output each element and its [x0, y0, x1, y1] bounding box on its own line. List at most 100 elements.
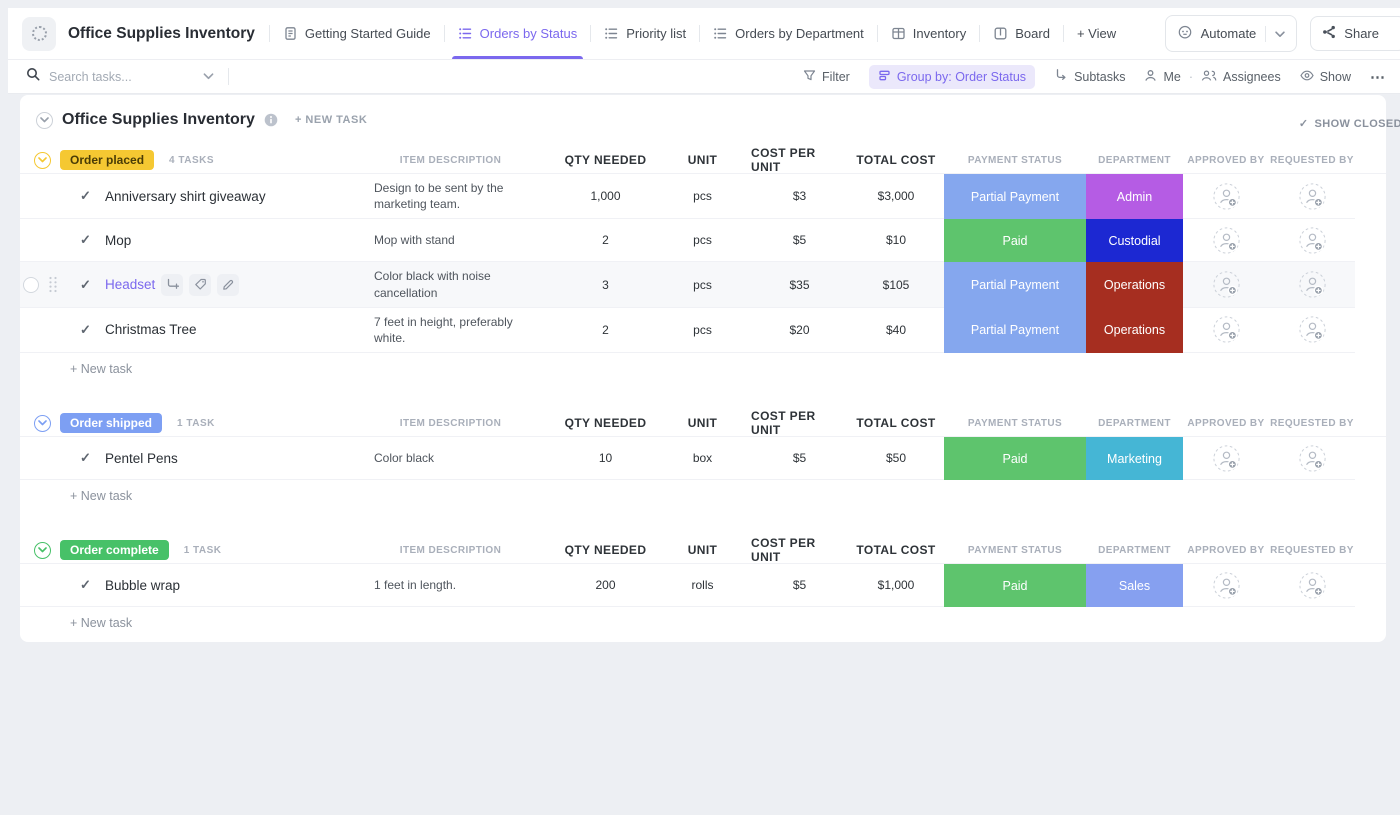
qty-needed-cell[interactable]: 3	[557, 262, 654, 308]
column-header-approved-by[interactable]: APPROVED BY	[1187, 417, 1265, 429]
task-status-check-icon[interactable]: ✓	[80, 321, 91, 337]
edit-pencil-icon[interactable]	[217, 273, 240, 296]
task-row-bubble-wrap[interactable]: ✓ Bubble wrap 1 feet in length. 200 rolls $5 $…	[20, 564, 1386, 608]
column-header-requested-by[interactable]: REQUESTED BY	[1270, 544, 1354, 556]
task-status-check-icon[interactable]: ✓	[80, 232, 91, 248]
task-row-pentel-pens[interactable]: ✓ Pentel Pens Color black 10 box $5 $50 Paid Mar…	[20, 437, 1386, 481]
unit-cell[interactable]: box	[654, 437, 751, 481]
cost-per-unit-cell[interactable]: $20	[751, 308, 848, 354]
qty-needed-cell[interactable]: 2	[557, 308, 654, 354]
add-assignee-icon[interactable]	[1298, 227, 1326, 254]
add-assignee-icon[interactable]	[1298, 271, 1326, 298]
column-header-qty-needed[interactable]: QTY NEEDED	[564, 153, 647, 167]
add-assignee-icon[interactable]	[1298, 445, 1326, 472]
task-name[interactable]: Christmas Tree	[105, 322, 197, 338]
tab-orders-by-status[interactable]: Orders by Status	[445, 8, 591, 59]
add-assignee-icon[interactable]	[1298, 572, 1326, 599]
task-row-mop[interactable]: ✓ Mop Mop with stand 2 pcs $5 $10 Paid Custodial	[20, 219, 1386, 263]
drag-handle-icon[interactable]	[48, 276, 58, 293]
task-name[interactable]: Anniversary shirt giveaway	[105, 188, 266, 204]
total-cost-cell[interactable]: $3,000	[848, 174, 944, 220]
column-header-cost-per-unit[interactable]: COST PER UNIT	[751, 409, 816, 438]
payment-status-cell[interactable]: Paid	[944, 219, 1086, 263]
department-cell[interactable]: Operations	[1086, 262, 1183, 308]
collapse-group-chevron-icon[interactable]	[34, 414, 51, 432]
add-assignee-icon[interactable]	[1212, 227, 1240, 254]
collapse-list-chevron-icon[interactable]	[36, 111, 53, 129]
unit-cell[interactable]: rolls	[654, 564, 751, 608]
task-description[interactable]: 7 feet in height, preferably white.	[344, 308, 557, 354]
column-header-cost-per-unit[interactable]: COST PER UNIT	[751, 146, 816, 174]
payment-status-cell[interactable]: Partial Payment	[944, 307, 1086, 354]
cost-per-unit-cell[interactable]: $5	[751, 219, 848, 263]
add-subtask-icon[interactable]	[161, 273, 184, 296]
payment-status-cell[interactable]: Partial Payment	[944, 174, 1086, 220]
column-header-payment-status[interactable]: PAYMENT STATUS	[967, 544, 1063, 556]
total-cost-cell[interactable]: $50	[848, 437, 944, 481]
column-header-total-cost[interactable]: TOTAL COST	[856, 543, 936, 558]
add-assignee-icon[interactable]	[1298, 316, 1326, 344]
cost-per-unit-cell[interactable]: $5	[751, 564, 848, 608]
department-cell[interactable]: Sales	[1086, 564, 1183, 608]
add-assignee-icon[interactable]	[1298, 183, 1326, 210]
search-chevron-down-icon[interactable]	[203, 73, 214, 80]
column-header-cost-per-unit[interactable]: COST PER UNIT	[751, 536, 816, 565]
more-options-button[interactable]: ⋯	[1370, 68, 1386, 86]
payment-status-cell[interactable]: Paid	[944, 437, 1086, 481]
task-status-check-icon[interactable]: ✓	[80, 577, 91, 593]
unit-cell[interactable]: pcs	[654, 308, 751, 354]
total-cost-cell[interactable]: $1,000	[848, 564, 944, 608]
payment-status-cell[interactable]: Partial Payment	[944, 262, 1086, 308]
task-select-radio[interactable]	[23, 276, 39, 293]
add-assignee-icon[interactable]	[1212, 445, 1240, 472]
task-row-headset[interactable]: ✓ Headset Color black with noise cancellat…	[20, 262, 1386, 308]
task-description[interactable]: 1 feet in length.	[344, 564, 557, 608]
department-cell[interactable]: Admin	[1086, 174, 1183, 220]
add-assignee-icon[interactable]	[1212, 316, 1240, 344]
total-cost-cell[interactable]: $40	[848, 308, 944, 354]
qty-needed-cell[interactable]: 2	[557, 219, 654, 263]
task-row-christmas-tree[interactable]: ✓ Christmas Tree 7 feet in height, prefera…	[20, 307, 1386, 354]
task-name[interactable]: Mop	[105, 232, 132, 248]
info-icon[interactable]	[264, 113, 278, 127]
show-closed-toggle[interactable]: ✓ SHOW CLOSED	[1299, 117, 1400, 131]
tab-inventory[interactable]: Inventory	[878, 8, 979, 59]
tab-board[interactable]: Board	[980, 8, 1063, 59]
payment-status-cell[interactable]: Paid	[944, 564, 1086, 608]
task-status-check-icon[interactable]: ✓	[80, 188, 91, 204]
collapse-group-chevron-icon[interactable]	[34, 541, 51, 559]
search-box[interactable]	[26, 67, 177, 86]
task-status-check-icon[interactable]: ✓	[80, 276, 91, 292]
column-header-approved-by[interactable]: APPROVED BY	[1187, 544, 1265, 556]
column-header-total-cost[interactable]: TOTAL COST	[856, 416, 936, 431]
column-header-payment-status[interactable]: PAYMENT STATUS	[967, 417, 1063, 429]
unit-cell[interactable]: pcs	[654, 174, 751, 220]
unit-cell[interactable]: pcs	[654, 262, 751, 308]
department-cell[interactable]: Operations	[1086, 307, 1183, 354]
column-header-total-cost[interactable]: TOTAL COST	[856, 153, 936, 167]
search-input[interactable]	[49, 69, 177, 84]
task-description[interactable]: Color black	[344, 437, 557, 481]
column-header-department[interactable]: DEPARTMENT	[1098, 417, 1171, 429]
column-header-qty-needed[interactable]: QTY NEEDED	[564, 543, 647, 558]
filter-button[interactable]: Filter	[803, 69, 850, 85]
subtasks-button[interactable]: Subtasks	[1054, 68, 1125, 85]
share-button[interactable]: Share	[1310, 16, 1400, 51]
column-header-approved-by[interactable]: APPROVED BY	[1187, 154, 1265, 166]
chevron-down-icon[interactable]	[1275, 26, 1286, 41]
column-header-department[interactable]: DEPARTMENT	[1098, 544, 1171, 556]
task-row-anniversary-shirt-giveaway[interactable]: ✓ Anniversary shirt giveaway Design to be …	[20, 174, 1386, 220]
column-header-unit[interactable]: UNIT	[687, 543, 718, 558]
unit-cell[interactable]: pcs	[654, 219, 751, 263]
add-assignee-icon[interactable]	[1212, 183, 1240, 210]
group-status-badge[interactable]: Order shipped	[60, 413, 163, 434]
column-header-payment-status[interactable]: PAYMENT STATUS	[967, 154, 1063, 166]
group-by-button[interactable]: Group by: Order Status	[868, 64, 1036, 89]
department-cell[interactable]: Marketing	[1086, 437, 1183, 481]
column-header-department[interactable]: DEPARTMENT	[1098, 154, 1171, 166]
add-assignee-icon[interactable]	[1212, 271, 1240, 298]
new-task-button[interactable]: + New task	[70, 616, 133, 631]
column-header-qty-needed[interactable]: QTY NEEDED	[564, 416, 647, 431]
me-button[interactable]: Me	[1144, 69, 1181, 85]
task-name[interactable]: Bubble wrap	[105, 577, 181, 593]
